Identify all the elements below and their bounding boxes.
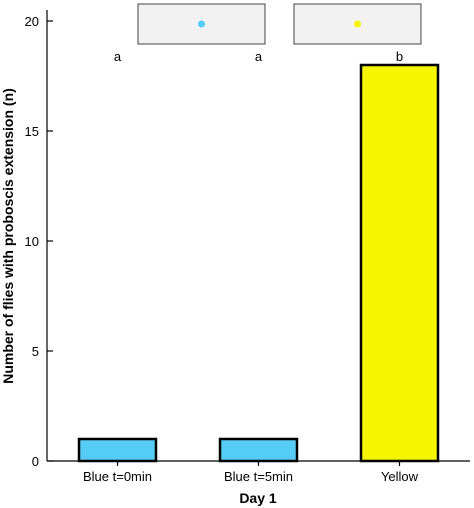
- significance-letter: a: [114, 49, 122, 64]
- x-tick-label: Yellow: [381, 469, 419, 484]
- stimulus-dot: [354, 20, 361, 28]
- x-ticks: Blue t=0min Blue t=5min Yellow: [83, 461, 419, 484]
- significance-letter: b: [396, 49, 403, 64]
- stimulus-dot: [198, 20, 205, 28]
- bars-layer: [77, 63, 440, 463]
- y-axis-title: Number of flies with proboscis extension…: [0, 88, 16, 384]
- x-axis-title: Day 1: [239, 490, 277, 506]
- y-tick-label: 20: [25, 14, 39, 29]
- color-insets: [137, 3, 422, 45]
- y-ticks: 0 5 10 15 20: [25, 14, 53, 469]
- x-tick-label: Blue t=0min: [83, 469, 152, 484]
- y-tick-label: 15: [25, 124, 39, 139]
- bar-3: [359, 63, 440, 463]
- bar-1: [77, 437, 158, 463]
- x-tick-label: Blue t=5min: [224, 469, 293, 484]
- y-tick-label: 10: [25, 234, 39, 249]
- bar-2: [218, 437, 299, 463]
- significance-letter: a: [255, 49, 263, 64]
- y-tick-label: 0: [32, 454, 39, 469]
- y-tick-label: 5: [32, 344, 39, 359]
